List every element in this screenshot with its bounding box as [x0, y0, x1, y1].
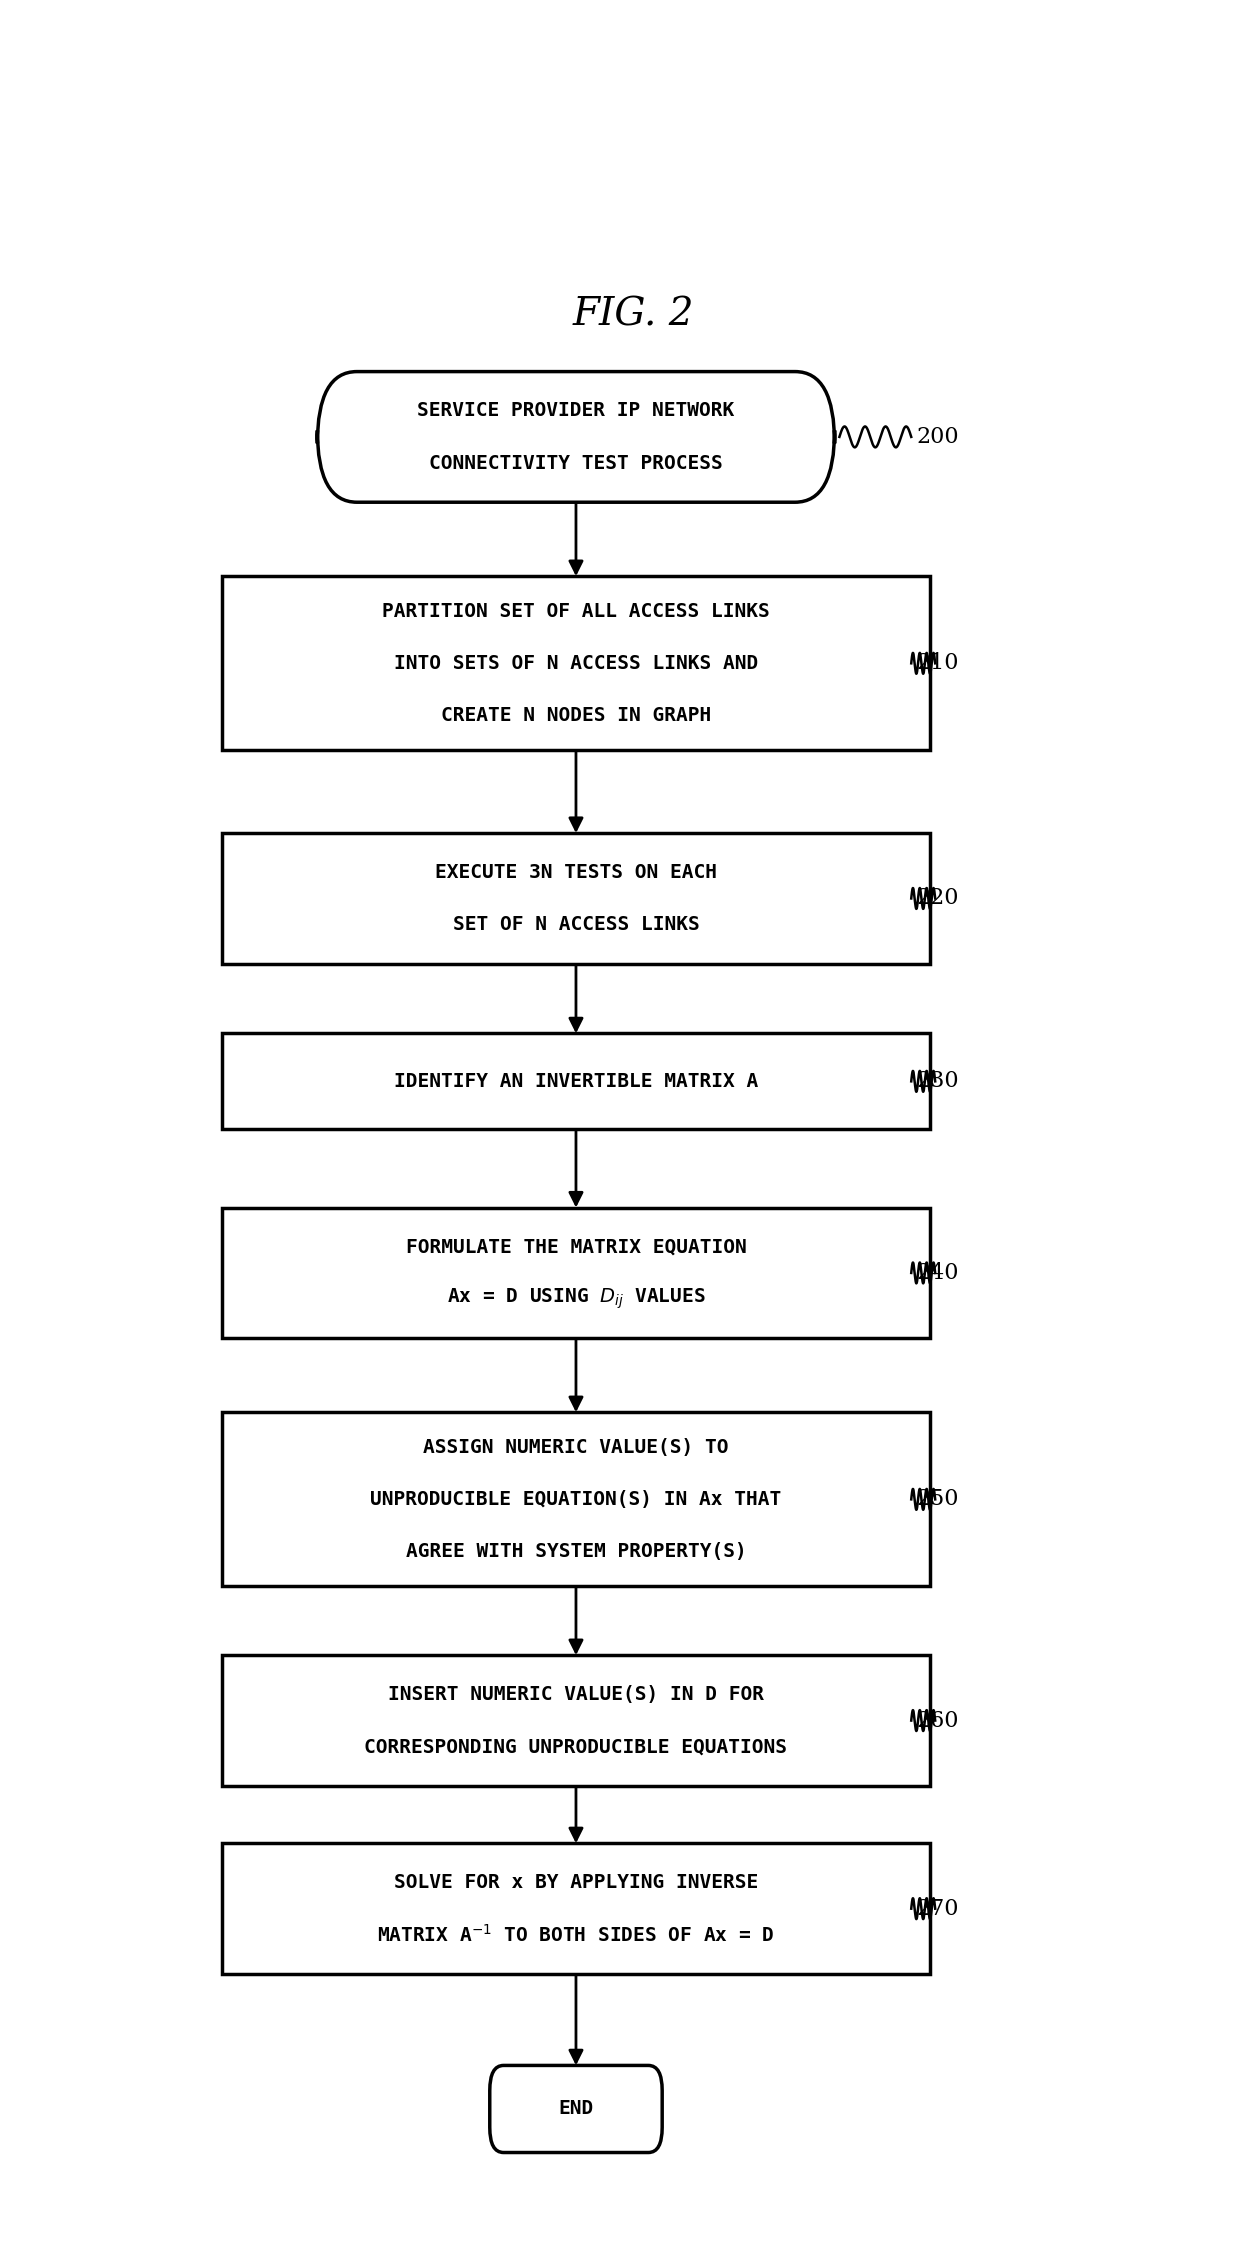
Text: CONNECTIVITY TEST PROCESS: CONNECTIVITY TEST PROCESS [429, 455, 723, 473]
FancyBboxPatch shape [221, 1411, 931, 1586]
Text: MATRIX A$^{-1}$ TO BOTH SIDES OF Ax = D: MATRIX A$^{-1}$ TO BOTH SIDES OF Ax = D [377, 1925, 775, 1945]
Text: PARTITION SET OF ALL ACCESS LINKS: PARTITION SET OF ALL ACCESS LINKS [382, 602, 770, 620]
Text: IDENTIFY AN INVERTIBLE MATRIX A: IDENTIFY AN INVERTIBLE MATRIX A [394, 1072, 758, 1090]
Text: 230: 230 [916, 1070, 959, 1093]
FancyBboxPatch shape [221, 1844, 931, 1975]
Text: FIG. 2: FIG. 2 [572, 296, 695, 333]
Text: 200: 200 [916, 425, 959, 448]
Text: 260: 260 [916, 1710, 959, 1733]
Text: CREATE N NODES IN GRAPH: CREATE N NODES IN GRAPH [441, 706, 711, 726]
Text: Ax = D USING $D_{ij}$ VALUES: Ax = D USING $D_{ij}$ VALUES [446, 1287, 706, 1312]
Text: SOLVE FOR x BY APPLYING INVERSE: SOLVE FOR x BY APPLYING INVERSE [394, 1873, 758, 1891]
Text: SET OF N ACCESS LINKS: SET OF N ACCESS LINKS [452, 916, 700, 934]
Text: END: END [559, 2099, 593, 2119]
Text: SERVICE PROVIDER IP NETWORK: SERVICE PROVIDER IP NETWORK [418, 400, 734, 421]
Text: 250: 250 [916, 1488, 959, 1511]
FancyBboxPatch shape [489, 2065, 662, 2153]
FancyBboxPatch shape [221, 1034, 931, 1129]
Text: INTO SETS OF N ACCESS LINKS AND: INTO SETS OF N ACCESS LINKS AND [394, 654, 758, 672]
Text: AGREE WITH SYSTEM PROPERTY(S): AGREE WITH SYSTEM PROPERTY(S) [405, 1543, 747, 1561]
FancyBboxPatch shape [221, 832, 931, 964]
FancyBboxPatch shape [318, 371, 834, 502]
FancyBboxPatch shape [221, 577, 931, 751]
Text: UNPRODUCIBLE EQUATION(S) IN Ax THAT: UNPRODUCIBLE EQUATION(S) IN Ax THAT [371, 1491, 781, 1509]
FancyBboxPatch shape [221, 1208, 931, 1339]
Text: INSERT NUMERIC VALUE(S) IN D FOR: INSERT NUMERIC VALUE(S) IN D FOR [388, 1685, 764, 1703]
Text: 210: 210 [916, 651, 959, 674]
Text: CORRESPONDING UNPRODUCIBLE EQUATIONS: CORRESPONDING UNPRODUCIBLE EQUATIONS [365, 1737, 787, 1755]
Text: ASSIGN NUMERIC VALUE(S) TO: ASSIGN NUMERIC VALUE(S) TO [423, 1439, 729, 1457]
FancyBboxPatch shape [221, 1656, 931, 1787]
Text: EXECUTE 3N TESTS ON EACH: EXECUTE 3N TESTS ON EACH [435, 862, 717, 882]
Text: 220: 220 [916, 887, 959, 909]
Text: 240: 240 [916, 1262, 959, 1285]
Text: FORMULATE THE MATRIX EQUATION: FORMULATE THE MATRIX EQUATION [405, 1237, 747, 1255]
Text: 270: 270 [916, 1898, 959, 1920]
